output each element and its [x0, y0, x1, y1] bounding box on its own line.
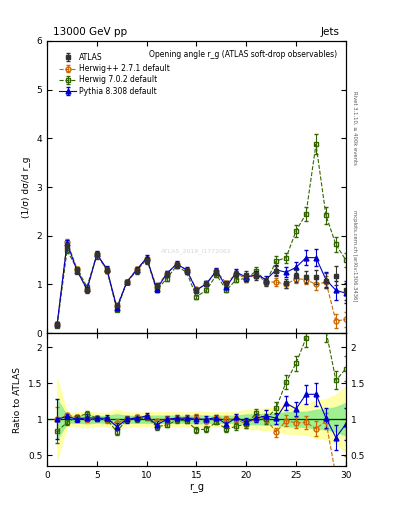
X-axis label: r_g: r_g — [189, 482, 204, 493]
Y-axis label: Ratio to ATLAS: Ratio to ATLAS — [13, 367, 22, 433]
Text: ATLAS_2019_I1772062: ATLAS_2019_I1772062 — [161, 248, 232, 254]
Legend: ATLAS, Herwig++ 2.7.1 default, Herwig 7.0.2 default, Pythia 8.308 default: ATLAS, Herwig++ 2.7.1 default, Herwig 7.… — [57, 51, 172, 98]
Text: Rivet 3.1.10, ≥ 400k events: Rivet 3.1.10, ≥ 400k events — [352, 91, 357, 165]
Text: 13000 GeV pp: 13000 GeV pp — [53, 27, 127, 36]
Text: Jets: Jets — [321, 27, 340, 36]
Y-axis label: (1/σ) dσ/d r_g: (1/σ) dσ/d r_g — [22, 156, 31, 218]
Text: Opening angle r_g (ATLAS soft-drop observables): Opening angle r_g (ATLAS soft-drop obser… — [149, 50, 337, 59]
Text: mcplots.cern.ch [arXiv:1306.3436]: mcplots.cern.ch [arXiv:1306.3436] — [352, 210, 357, 302]
